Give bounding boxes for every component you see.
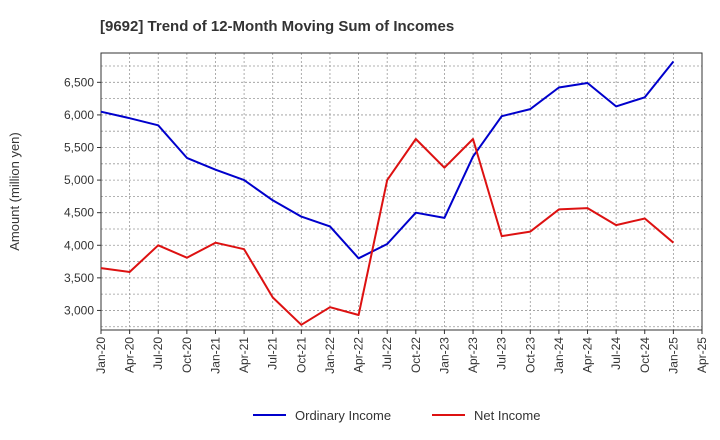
x-tick-label: Jan-24: [552, 337, 566, 374]
x-tick-label: Jul-21: [266, 337, 280, 370]
x-tick-label: Jul-23: [495, 337, 509, 370]
y-axis-ticks: 3,000 3,500 4,000 4,500 5,000 5,500 6,000 6,500: [64, 75, 101, 317]
x-tick-label: Apr-25: [695, 337, 709, 373]
chart-title: [9692] Trend of 12-Month Moving Sum of I…: [100, 18, 454, 35]
x-tick-label: Jul-20: [151, 337, 165, 370]
grid: [101, 53, 702, 330]
line-chart: [9692] Trend of 12-Month Moving Sum of I…: [0, 0, 720, 440]
x-tick-label: Apr-23: [466, 337, 480, 373]
x-axis-ticks: Jan-20 Apr-20 Jul-20 Oct-20 Jan-21 Apr-21 Jul-…: [94, 330, 709, 374]
x-tick-label: Jan-22: [323, 337, 337, 374]
y-axis-label: Amount (million yen): [7, 132, 22, 251]
x-tick-label: Oct-24: [638, 337, 652, 373]
x-tick-label: Apr-20: [123, 337, 137, 373]
x-tick-label: Oct-23: [523, 337, 537, 373]
y-tick-label: 4,500: [64, 206, 94, 220]
plot-area: [101, 53, 702, 330]
x-tick-label: Jul-22: [380, 337, 394, 370]
legend: Ordinary Income Net Income: [253, 408, 540, 423]
y-tick-label: 5,500: [64, 141, 94, 155]
x-tick-label: Apr-22: [352, 337, 366, 373]
x-tick-label: Jan-25: [666, 337, 680, 374]
y-tick-label: 3,000: [64, 303, 94, 317]
y-tick-label: 4,000: [64, 238, 94, 252]
y-tick-label: 3,500: [64, 271, 94, 285]
x-tick-label: Jan-20: [94, 337, 108, 374]
x-tick-label: Oct-21: [294, 337, 308, 373]
x-tick-label: Jan-23: [437, 337, 451, 374]
legend-label: Net Income: [474, 408, 540, 423]
x-tick-label: Jul-24: [609, 337, 623, 370]
x-tick-label: Apr-24: [581, 337, 595, 373]
legend-label: Ordinary Income: [295, 408, 391, 423]
x-tick-label: Oct-22: [409, 337, 423, 373]
y-tick-label: 5,000: [64, 173, 94, 187]
x-tick-label: Oct-20: [180, 337, 194, 373]
y-tick-label: 6,500: [64, 75, 94, 89]
x-tick-label: Jan-21: [208, 337, 222, 374]
y-tick-label: 6,000: [64, 108, 94, 122]
x-tick-label: Apr-21: [237, 337, 251, 373]
